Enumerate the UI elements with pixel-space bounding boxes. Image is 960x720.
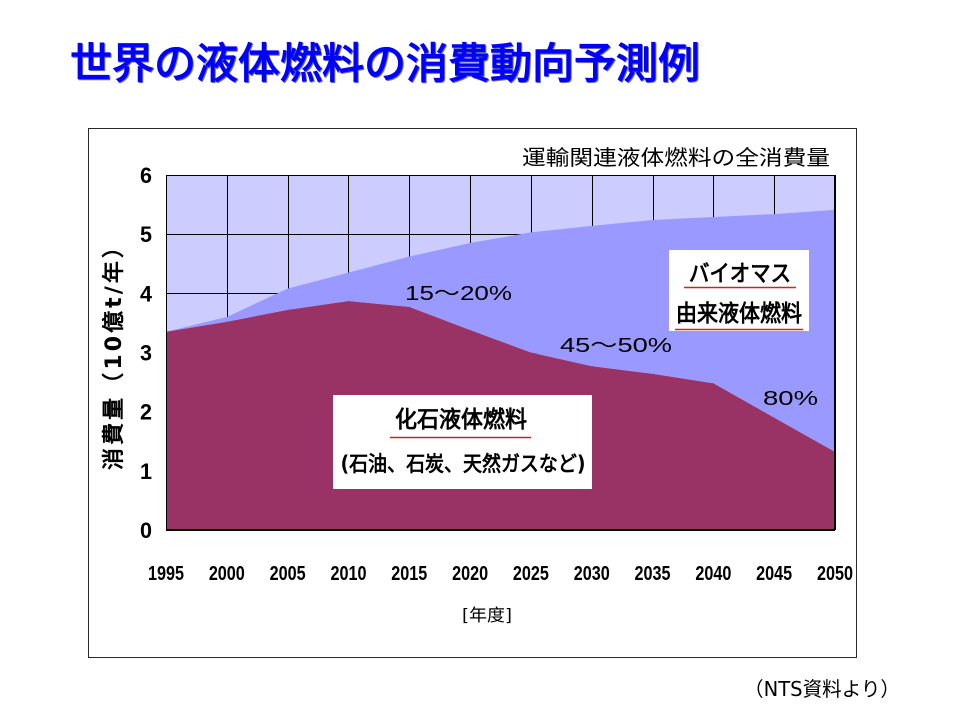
- biomass-label-box: バイオマス 由来液体燃料: [669, 250, 809, 331]
- x-tick-label: 2040: [695, 563, 731, 585]
- y-tick-label: 1: [140, 459, 152, 484]
- y-tick-label: 0: [140, 518, 152, 543]
- share-label-2050: 80%: [763, 388, 818, 410]
- x-tick-label: 2000: [209, 563, 245, 585]
- x-tick-label: 2045: [756, 563, 792, 585]
- x-tick-label: 2035: [635, 563, 671, 585]
- x-tick-label: 2020: [452, 563, 488, 585]
- x-tick-label: 2025: [513, 563, 549, 585]
- biomass-label-background: [669, 250, 809, 331]
- biomass-label-line2: 由来液体燃料: [676, 300, 802, 327]
- chart-container: 運輸関連液体燃料の全消費量 15～20% 45～50% 80% バイオマス 由来…: [88, 128, 857, 658]
- biomass-fuel-area: [166, 209, 835, 452]
- slide-title: 世界の液体燃料の消費動向予測例: [70, 39, 700, 88]
- fossil-label-note: (石油、石炭、天然ガスなど): [341, 452, 586, 476]
- x-tick-label: 2005: [270, 563, 306, 585]
- axis-tick-labels: 1995 2000 2005 2010 2015 2020 2025 2030 2035 2040…: [140, 163, 853, 585]
- fossil-label-box: 化石液体燃料 (石油、石炭、天然ガスなど): [333, 395, 592, 489]
- y-tick-label: 2: [140, 400, 152, 425]
- x-tick-label: 1995: [148, 563, 184, 585]
- share-label-2030: 45～50%: [560, 335, 672, 357]
- x-tick-label: 2030: [574, 563, 610, 585]
- x-tick-label: 2050: [817, 563, 853, 585]
- fossil-label-title: 化石液体燃料: [395, 406, 527, 433]
- source-note: （NTS資料より）: [744, 677, 900, 701]
- x-tick-label: 2015: [391, 563, 427, 585]
- biomass-label-line1: バイオマス: [689, 261, 791, 287]
- share-label-2015: 15～20%: [405, 283, 512, 305]
- total-consumption-annotation: 運輸関連液体燃料の全消費量: [522, 146, 830, 170]
- y-tick-label: 6: [140, 163, 152, 188]
- y-tick-label: 5: [140, 222, 152, 247]
- x-axis-title: [年度]: [462, 606, 512, 626]
- plot-border: [166, 175, 835, 530]
- fossil-label-background: [333, 395, 592, 489]
- y-tick-label: 4: [140, 281, 153, 306]
- x-tick-label: 2010: [330, 563, 366, 585]
- y-tick-label: 3: [140, 341, 152, 366]
